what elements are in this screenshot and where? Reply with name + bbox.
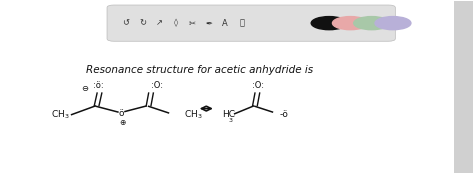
- Text: ↗: ↗: [155, 19, 163, 28]
- Text: ✂: ✂: [189, 19, 196, 28]
- Text: CH$_3$: CH$_3$: [51, 108, 69, 121]
- Text: -ö: -ö: [280, 110, 288, 119]
- Circle shape: [311, 17, 347, 30]
- Text: 🖼: 🖼: [239, 19, 244, 28]
- Circle shape: [354, 17, 390, 30]
- Text: ↻: ↻: [139, 19, 146, 28]
- Text: ⊖: ⊖: [82, 84, 88, 93]
- Text: ✒: ✒: [205, 19, 212, 28]
- Circle shape: [375, 17, 411, 30]
- Text: ⊕: ⊕: [119, 118, 126, 127]
- Text: :O:: :O:: [252, 81, 264, 90]
- Text: :ö:: :ö:: [93, 81, 104, 90]
- Text: HC: HC: [222, 110, 235, 119]
- Circle shape: [332, 17, 368, 30]
- Text: 3: 3: [229, 118, 233, 123]
- Text: ↺: ↺: [122, 19, 129, 28]
- Text: :O:: :O:: [151, 81, 163, 90]
- FancyBboxPatch shape: [107, 5, 395, 41]
- Text: A: A: [222, 19, 228, 28]
- Text: ö: ö: [118, 109, 124, 118]
- Text: ◊: ◊: [173, 19, 178, 28]
- Text: CH$_3$: CH$_3$: [184, 108, 203, 121]
- Text: Resonance structure for acetic anhydride is: Resonance structure for acetic anhydride…: [86, 65, 313, 75]
- Bar: [455, 1, 474, 173]
